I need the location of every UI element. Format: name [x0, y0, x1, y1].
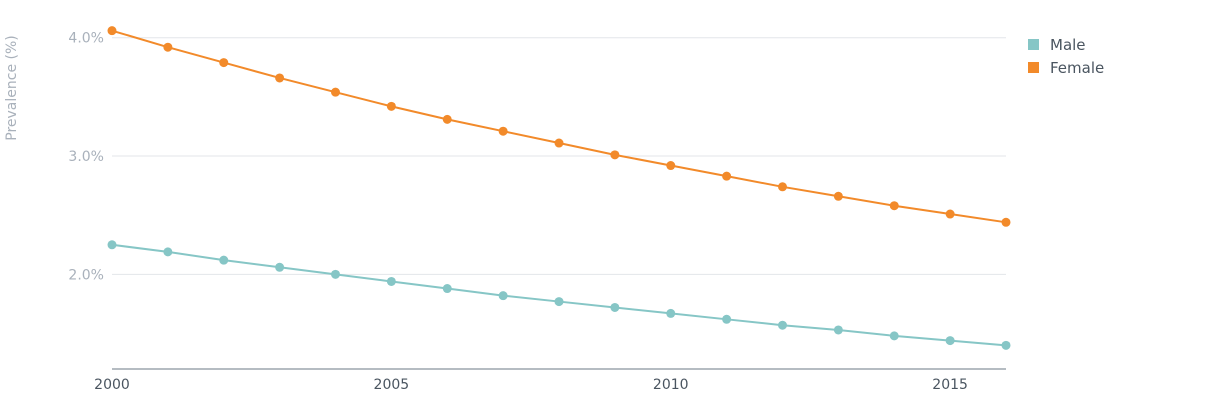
data-point-female[interactable]	[386, 101, 396, 111]
data-point-male[interactable]	[163, 247, 173, 257]
data-point-male[interactable]	[442, 284, 452, 294]
data-point-female[interactable]	[275, 73, 285, 83]
data-point-male[interactable]	[107, 240, 117, 250]
data-point-male[interactable]	[666, 308, 676, 318]
data-point-female[interactable]	[219, 58, 229, 68]
x-tick-label: 2005	[374, 377, 410, 393]
x-tick-label: 2010	[653, 377, 689, 393]
data-point-male[interactable]	[833, 325, 843, 335]
gridlines	[112, 37, 1006, 275]
data-point-female[interactable]	[889, 201, 899, 211]
data-point-female[interactable]	[1001, 217, 1011, 227]
data-point-female[interactable]	[331, 87, 340, 97]
x-tick-label: 2000	[94, 377, 130, 393]
data-point-female[interactable]	[498, 126, 508, 136]
data-point-male[interactable]	[1001, 340, 1011, 350]
y-tick-label: 4.0%	[68, 31, 104, 47]
series-line-female	[111, 29, 1007, 224]
data-point-female[interactable]	[163, 42, 173, 52]
y-tick-label: 3.0%	[68, 149, 104, 165]
legend-item-male[interactable]: Male	[1028, 33, 1104, 56]
series-line-male	[111, 243, 1007, 347]
data-point-female[interactable]	[610, 150, 620, 160]
legend-label-male: Male	[1050, 35, 1086, 54]
data-point-female[interactable]	[666, 161, 676, 171]
data-point-female[interactable]	[554, 138, 564, 148]
legend: Male Female	[1028, 33, 1104, 79]
data-point-male[interactable]	[386, 276, 396, 286]
data-point-female[interactable]	[778, 182, 787, 192]
data-point-female[interactable]	[107, 26, 117, 36]
data-point-male[interactable]	[945, 336, 955, 346]
legend-item-female[interactable]: Female	[1028, 56, 1104, 79]
x-tick-label: 2015	[932, 377, 968, 393]
tick-labels: 2.0% 3.0% 4.0% 2000 2005 2010 2015	[68, 31, 968, 393]
data-point-male[interactable]	[889, 331, 899, 341]
data-point-female[interactable]	[945, 209, 955, 219]
data-point-female[interactable]	[722, 171, 732, 181]
data-point-male[interactable]	[498, 291, 508, 301]
data-point-male[interactable]	[778, 320, 787, 330]
data-point-male[interactable]	[331, 269, 340, 279]
data-point-male[interactable]	[554, 297, 564, 307]
data-point-male[interactable]	[722, 314, 732, 324]
legend-swatch-male	[1028, 39, 1039, 50]
data-point-male[interactable]	[610, 302, 620, 312]
legend-swatch-female	[1028, 62, 1039, 73]
series-points	[107, 26, 1011, 350]
data-point-female[interactable]	[442, 114, 452, 124]
data-point-male[interactable]	[275, 262, 285, 272]
legend-label-female: Female	[1050, 58, 1105, 77]
data-point-male[interactable]	[219, 255, 229, 265]
y-tick-label: 2.0%	[68, 267, 104, 283]
data-point-female[interactable]	[833, 191, 843, 201]
y-axis-label: Prevalence (%)	[4, 35, 20, 141]
